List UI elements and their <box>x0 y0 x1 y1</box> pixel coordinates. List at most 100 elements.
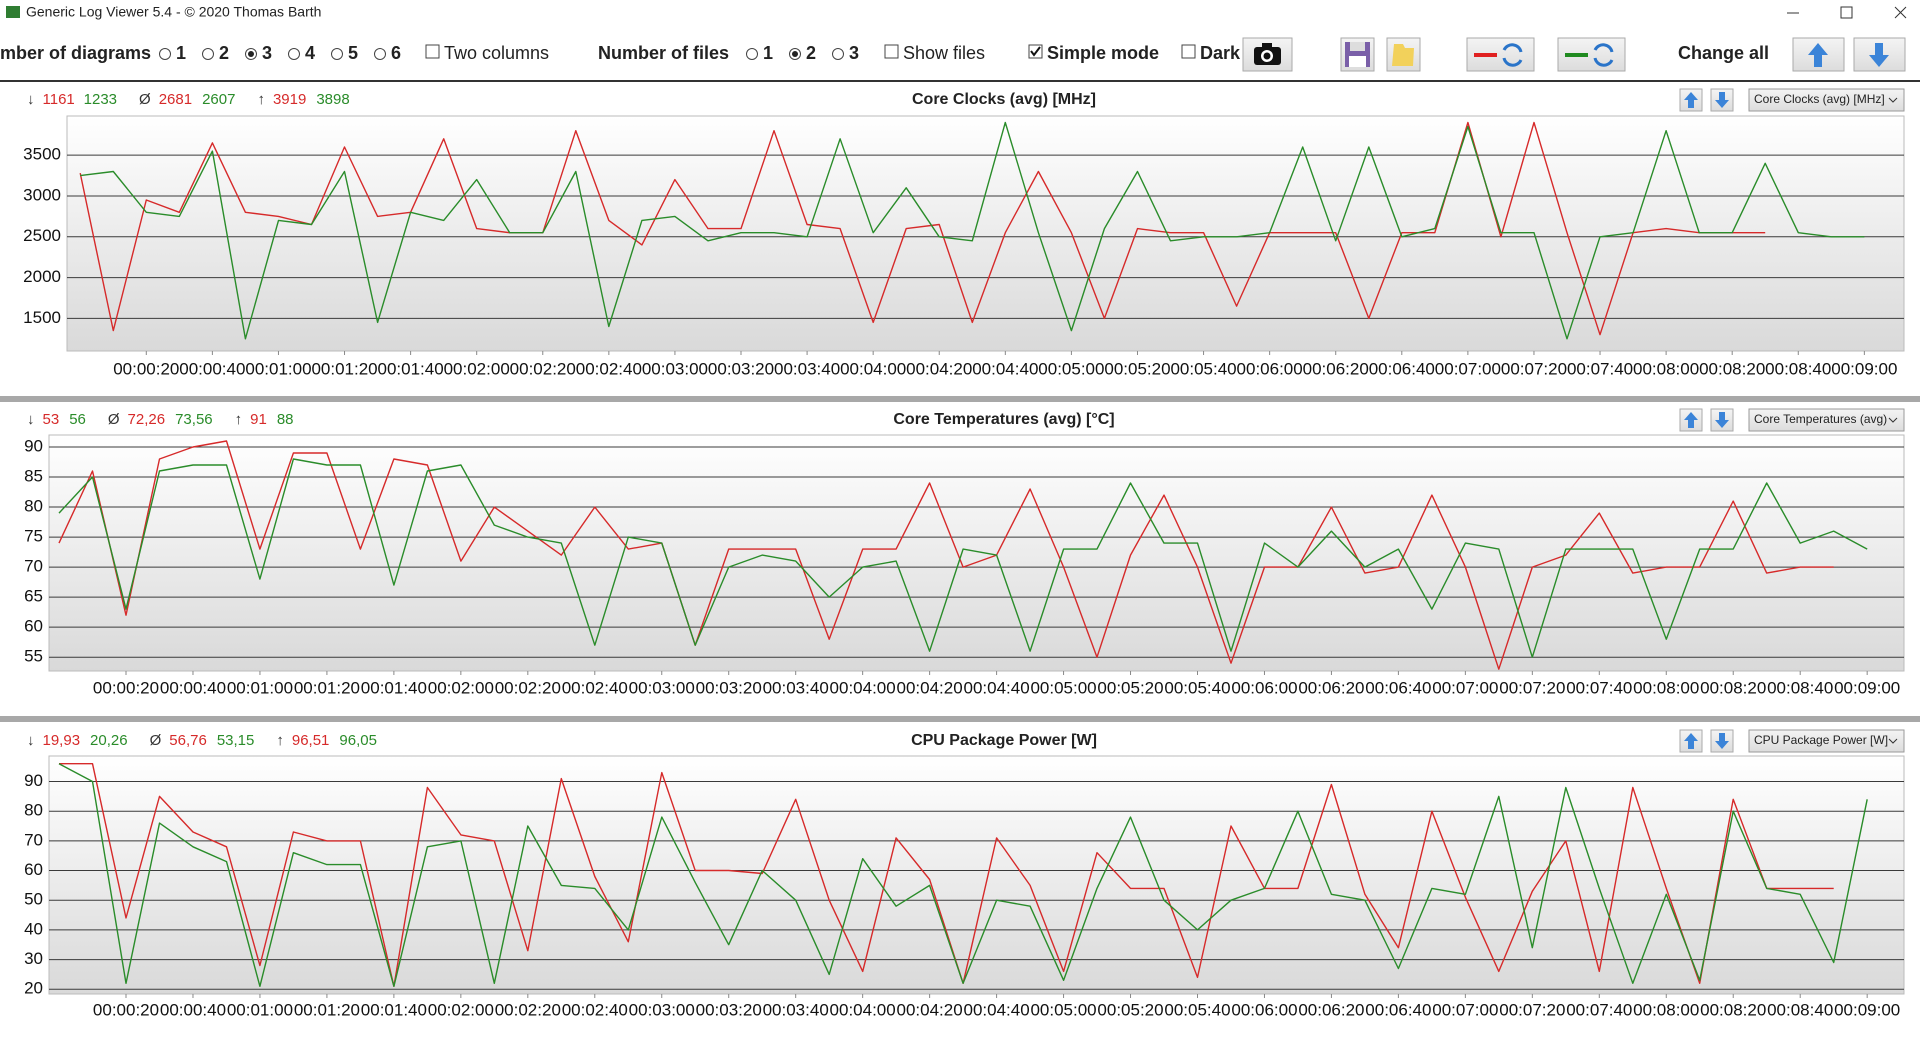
move-down-button[interactable] <box>1710 88 1734 112</box>
change-all-label: Change all <box>1678 43 1769 63</box>
move-down-button[interactable] <box>1710 408 1734 432</box>
x-tick-label: 00:08:20 <box>1700 678 1766 697</box>
stat-value: 20,26 <box>90 732 128 749</box>
chart-panel: ↓ 53 56 Ø 72,26 73,56 ↑ 91 88 Core Temperatures (… <box>24 408 1905 697</box>
green-swap-button[interactable] <box>1557 37 1626 72</box>
checkbox[interactable]: Two columns <box>425 43 549 63</box>
radio-option[interactable]: 1 <box>746 43 774 63</box>
panel-separator <box>0 716 1920 722</box>
x-tick-label: 00:04:00 <box>830 678 896 697</box>
x-tick-label: 00:07:20 <box>1499 1000 1565 1019</box>
x-tick-label: 00:01:40 <box>361 678 427 697</box>
radio-option[interactable]: 1 <box>159 43 187 63</box>
radio-button[interactable] <box>832 48 844 60</box>
radio-option[interactable]: 3 <box>245 43 273 63</box>
y-tick-label: 90 <box>24 436 43 455</box>
stat-value: 91 <box>250 411 267 428</box>
checkbox-label: Show files <box>903 43 985 63</box>
radio-button[interactable] <box>331 48 343 60</box>
chart-title: CPU Package Power [W] <box>911 732 1097 749</box>
x-tick-label: 00:05:40 <box>1164 678 1230 697</box>
x-tick-label: 00:07:20 <box>1499 678 1565 697</box>
dropdown-box[interactable] <box>1748 408 1905 432</box>
checkbox-label: Dark <box>1200 43 1241 63</box>
radio-option[interactable]: 5 <box>331 43 359 63</box>
close-button[interactable] <box>1894 6 1907 19</box>
camera-button[interactable] <box>1242 37 1293 72</box>
save-button[interactable] <box>1340 37 1375 72</box>
stat-value: ↓ <box>27 91 35 108</box>
checkbox-box[interactable] <box>1181 44 1196 59</box>
y-tick-label: 85 <box>24 467 43 486</box>
window-controls[interactable] <box>1787 6 1907 19</box>
dropdown-caret <box>1888 417 1898 423</box>
red-swap-button[interactable] <box>1466 37 1535 72</box>
x-tick-label: 00:08:40 <box>1765 359 1831 378</box>
radio-label: 4 <box>305 43 315 63</box>
radio-label: 3 <box>262 43 272 63</box>
radio-option[interactable]: 2 <box>202 43 230 63</box>
stat-value: 53,15 <box>217 732 255 749</box>
radio-option[interactable]: 4 <box>288 43 316 63</box>
open-button[interactable] <box>1386 37 1421 72</box>
move-down-button[interactable] <box>1710 729 1734 753</box>
stat-value: ↓ <box>27 732 35 749</box>
move-up-button[interactable] <box>1679 729 1703 753</box>
x-tick-label: 00:00:20 <box>93 678 159 697</box>
all-down-button[interactable] <box>1853 37 1906 72</box>
dropdown-caret <box>1888 738 1898 744</box>
checkbox[interactable]: Simple mode <box>1028 43 1159 63</box>
x-tick-label: 00:06:20 <box>1298 1000 1364 1019</box>
dropdown-box[interactable] <box>1748 88 1905 112</box>
app-icon <box>6 6 20 18</box>
radio-option[interactable]: 2 <box>789 43 817 63</box>
y-tick-label: 70 <box>24 830 43 849</box>
radio-button[interactable] <box>288 48 300 60</box>
x-tick-label: 00:05:40 <box>1170 359 1236 378</box>
channel-dropdown[interactable]: Core Temperatures (avg) <box>1748 408 1905 432</box>
y-tick-label: 60 <box>24 860 43 879</box>
radio-button[interactable] <box>746 48 758 60</box>
series-line <box>80 121 1865 340</box>
x-tick-label: 00:07:20 <box>1501 359 1567 378</box>
series-line <box>59 763 1834 987</box>
stat-value: Ø <box>150 732 162 749</box>
y-tick-label: 3000 <box>23 185 61 204</box>
chart-panel: ↓ 19,93 20,26 Ø 56,76 53,15 ↑ 96,51 96,05 CPU Pac… <box>24 729 1905 1019</box>
y-tick-label: 80 <box>24 497 43 516</box>
checkbox[interactable]: Dark <box>1181 43 1241 63</box>
all-up-button[interactable] <box>1792 37 1845 72</box>
maximize-button[interactable] <box>1840 6 1853 19</box>
series-line <box>58 458 1868 658</box>
radio-button[interactable] <box>159 48 171 60</box>
x-tick-label: 00:02:20 <box>495 678 561 697</box>
x-tick-label: 00:04:40 <box>972 359 1038 378</box>
plot-area <box>48 434 1905 672</box>
radio-option[interactable]: 3 <box>832 43 860 63</box>
dropdown-value: CPU Package Power [W] <box>1754 733 1888 747</box>
channel-dropdown[interactable]: CPU Package Power [W] <box>1748 729 1905 753</box>
checkbox[interactable]: Show files <box>884 43 985 63</box>
checkbox-box[interactable] <box>425 44 440 59</box>
plot-area <box>48 755 1905 995</box>
y-tick-label: 55 <box>24 647 43 666</box>
radio-label: 3 <box>849 43 859 63</box>
channel-dropdown[interactable]: Core Clocks (avg) [MHz] <box>1748 88 1905 112</box>
radio-label: 6 <box>391 43 401 63</box>
radio-option[interactable]: 6 <box>374 43 402 63</box>
arrow-up <box>1684 733 1698 749</box>
radio-button[interactable] <box>202 48 214 60</box>
radio-dot <box>248 51 254 57</box>
y-tick-label: 80 <box>24 801 43 820</box>
dropdown-box[interactable] <box>1748 729 1905 753</box>
move-up-button[interactable] <box>1679 408 1703 432</box>
radio-button[interactable] <box>374 48 386 60</box>
x-tick-label: 00:06:20 <box>1298 678 1364 697</box>
stat-value: 2607 <box>202 91 235 108</box>
checkbox-box[interactable] <box>884 44 899 59</box>
move-up-button[interactable] <box>1679 88 1703 112</box>
x-tick-label: 00:08:40 <box>1767 678 1833 697</box>
x-tick-label: 00:06:00 <box>1237 359 1303 378</box>
x-tick-label: 00:01:40 <box>361 1000 427 1019</box>
